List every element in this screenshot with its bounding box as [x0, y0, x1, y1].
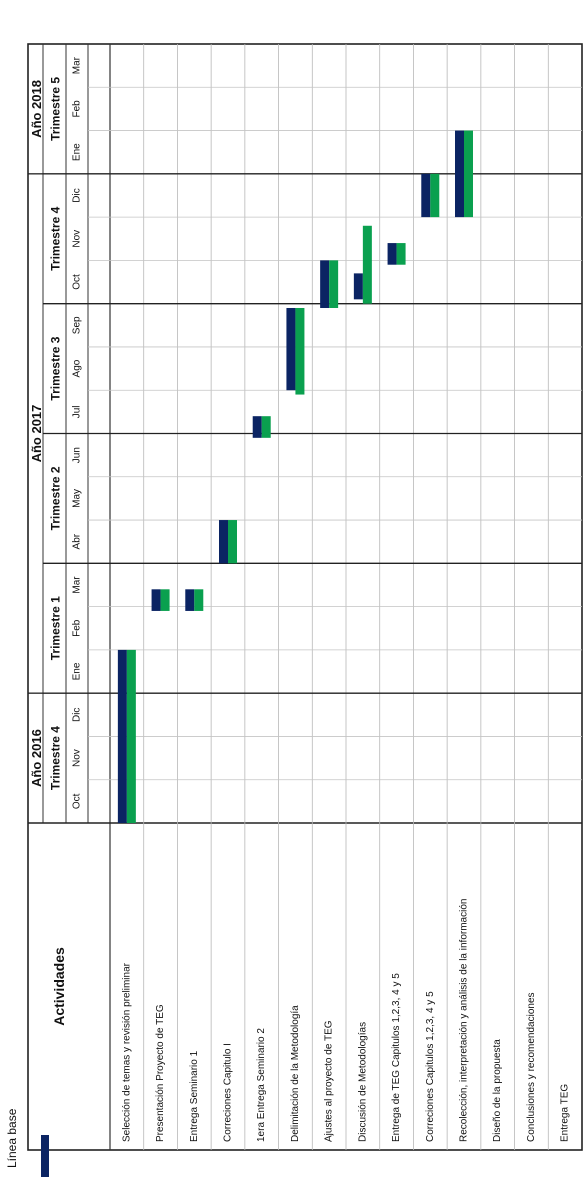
baseline-bar [252, 416, 262, 438]
month-label: May [72, 489, 83, 508]
labels-layer: Año 2016 Año 2017 Año 2018 Trimestre 4 Trime… [5, 56, 571, 1177]
activity-label: Recolección, interpretación y análisis d… [459, 899, 470, 1142]
actual-bar [261, 416, 271, 438]
quarter-label: Trimestre 2 [49, 466, 63, 530]
baseline-bar [185, 589, 195, 611]
activity-label: Selección de temas y revisión preliminar [121, 962, 132, 1142]
year-label: Año 2016 [29, 729, 44, 787]
baseline-bar [320, 260, 330, 308]
baseline-bar [117, 649, 127, 823]
baseline-bar [286, 307, 296, 391]
legend-label: Línea base [5, 1108, 19, 1168]
month-label: Sep [72, 316, 83, 334]
quarter-label: Trimestre 1 [49, 596, 63, 660]
month-label: Mar [72, 56, 83, 74]
month-label: Nov [72, 749, 83, 767]
actual-bar [362, 225, 372, 304]
month-label: Dic [72, 188, 83, 202]
activity-label: 1era Entrega Seminario 2 [256, 1028, 267, 1142]
actual-bar [126, 649, 136, 823]
actual-bar [396, 243, 406, 265]
actual-bar [228, 520, 237, 564]
bars-layer [117, 130, 473, 823]
quarter-label: Trimestre 5 [49, 77, 63, 141]
month-label: Ago [72, 359, 83, 377]
year-label: Año 2018 [29, 80, 44, 138]
month-label: Jul [72, 405, 83, 418]
actual-bar [194, 589, 204, 611]
baseline-bar [353, 273, 363, 300]
activity-label: Entrega de TEG Capitulos 1,2,3, 4 y 5 [391, 973, 402, 1142]
month-label: Dic [72, 708, 83, 722]
baseline-bar [219, 520, 228, 564]
activity-label: Entrega TEG [560, 1084, 571, 1142]
actual-bar [464, 130, 473, 218]
activity-label: Ajustes al proyecto de TEG [324, 1020, 335, 1142]
month-label: Oct [72, 274, 83, 290]
year-label: Año 2017 [29, 405, 44, 463]
activity-label: Diseño de la propuesta [492, 1039, 503, 1142]
activity-label: Entrega Seminario 1 [189, 1050, 200, 1142]
month-label: Nov [72, 230, 83, 248]
activity-label: Discusión de Metodologías [357, 1022, 368, 1142]
baseline-bar [151, 589, 161, 611]
activities-header: Actividades [51, 947, 67, 1026]
activity-label: Conclusiones y recomendaciones [526, 992, 537, 1142]
month-label: Feb [72, 100, 83, 118]
baseline-bar [387, 243, 397, 265]
baseline-bar [455, 130, 464, 218]
activity-label: Correciones Capitulos 1,2,3, 4 y 5 [425, 991, 436, 1142]
table-border [27, 43, 583, 1151]
month-label: Feb [72, 619, 83, 637]
month-label: Jun [72, 447, 83, 463]
grid-lines [27, 43, 583, 1151]
month-label: Ene [72, 662, 83, 680]
month-label: Oct [72, 793, 83, 809]
month-label: Mar [72, 576, 83, 594]
legend-swatch [41, 1135, 49, 1177]
activity-label: Presentación Proyecto de TEG [155, 1004, 166, 1142]
month-label: Ene [72, 143, 83, 161]
actual-bar [295, 307, 305, 395]
actual-bar [160, 589, 170, 611]
activity-label: Correciones Capitulo I [223, 1043, 234, 1142]
quarter-label: Trimestre 3 [49, 336, 63, 400]
actual-bar [430, 173, 440, 218]
month-label: Abr [72, 533, 83, 549]
quarter-label: Trimestre 4 [49, 206, 63, 270]
baseline-bar [421, 173, 431, 218]
actual-bar [329, 260, 339, 308]
quarter-label: Trimestre 4 [49, 726, 63, 790]
activity-label: Delimitación de la Metodología [290, 1005, 301, 1142]
